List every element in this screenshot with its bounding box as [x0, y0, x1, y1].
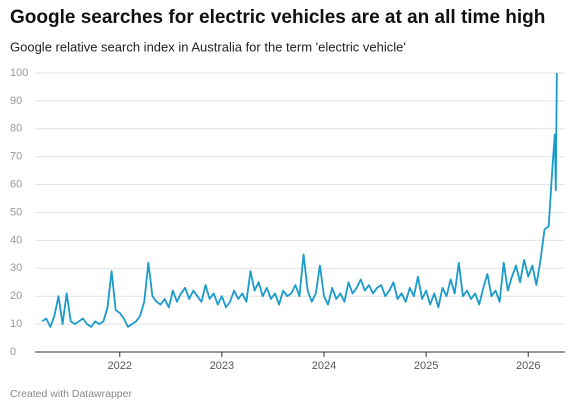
y-tick-label: 100 — [10, 67, 28, 79]
x-tick-label: 2025 — [414, 360, 438, 372]
x-tick-label: 2022 — [108, 360, 132, 372]
y-tick-label: 80 — [10, 123, 22, 135]
data-line — [41, 72, 558, 328]
y-tick-label: 0 — [10, 346, 16, 358]
y-tick-label: 40 — [10, 234, 22, 246]
x-tick-label: 2023 — [210, 360, 234, 372]
y-tick-label: 10 — [10, 318, 22, 330]
chart-title: Google searches for electric vehicles ar… — [10, 7, 545, 28]
source-note: Created with Datawrapper — [10, 388, 132, 400]
y-tick-label: 50 — [10, 206, 22, 218]
y-tick-label: 70 — [10, 151, 22, 163]
y-tick-label: 30 — [10, 262, 22, 274]
y-tick-label: 20 — [10, 290, 22, 302]
y-tick-label: 90 — [10, 95, 22, 107]
y-tick-label: 60 — [10, 179, 22, 191]
chart-subtitle: Google relative search index in Australi… — [10, 39, 406, 54]
x-tick-label: 2024 — [312, 360, 336, 372]
x-tick-label: 2026 — [516, 360, 540, 372]
